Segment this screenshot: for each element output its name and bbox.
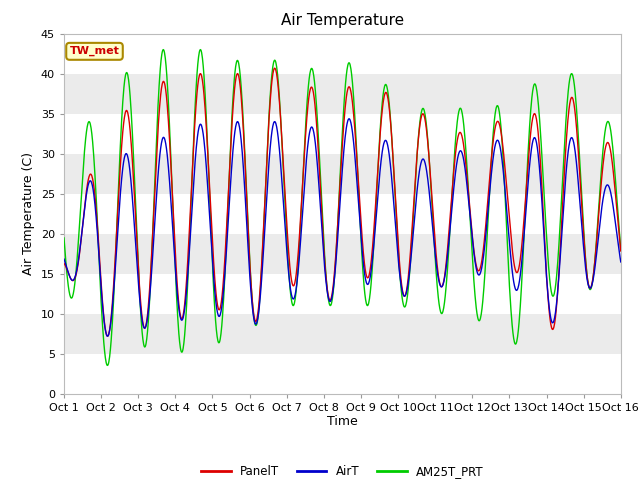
Bar (64, 73, 621, 114)
Text: TW_met: TW_met (70, 46, 120, 57)
Bar (64, 234, 621, 274)
Bar (64, 313, 621, 354)
Legend: PanelT, AirT, AM25T_PRT: PanelT, AirT, AM25T_PRT (196, 461, 488, 480)
Bar (64, 193, 621, 234)
Y-axis label: Air Temperature (C): Air Temperature (C) (22, 152, 35, 275)
Bar (64, 274, 621, 313)
Title: Air Temperature: Air Temperature (281, 13, 404, 28)
Bar (64, 34, 621, 73)
Bar (64, 154, 621, 193)
Bar (64, 114, 621, 154)
Bar (64, 354, 621, 394)
X-axis label: Time: Time (327, 415, 358, 429)
